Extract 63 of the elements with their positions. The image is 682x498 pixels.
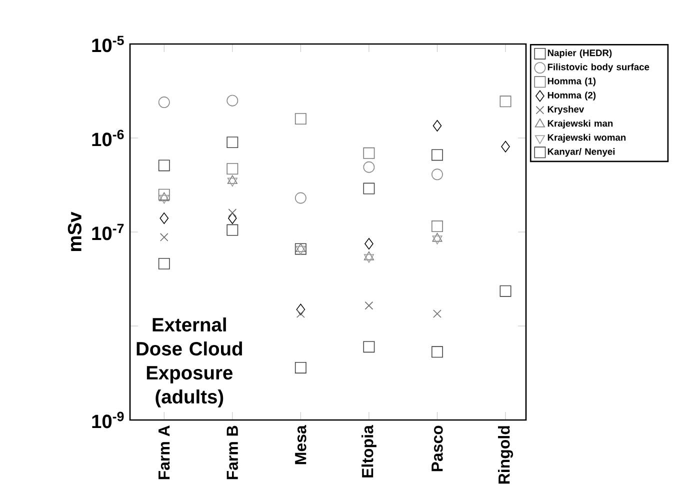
point (364, 254, 374, 263)
point (432, 120, 442, 132)
point (226, 163, 238, 175)
legend-label: Filistovic body surface (548, 63, 650, 72)
point (228, 212, 237, 224)
point (159, 194, 170, 204)
annotation: External Dose Cloud Exposure (adults) (136, 317, 242, 408)
y-tick-label: 10$^{-5}$ (92, 36, 124, 52)
point (432, 220, 443, 232)
point (363, 341, 375, 353)
point (432, 232, 442, 242)
point (432, 149, 443, 161)
x-tick-label: Mesa (295, 425, 306, 464)
point (228, 208, 237, 217)
point (433, 310, 442, 318)
point (432, 168, 443, 180)
x-tick-label: Farm B (226, 426, 238, 480)
y-tick-label: 10$^{-6}$ (92, 130, 124, 146)
point (294, 362, 306, 374)
point (159, 192, 170, 202)
point (160, 212, 169, 224)
point (158, 258, 170, 270)
legend-label: Homma (2) (548, 92, 596, 100)
x-tick-label: Ringold (498, 426, 513, 484)
legend-label: Napier (HEDR) (548, 49, 612, 58)
point (160, 233, 168, 242)
point (294, 192, 306, 204)
y-tick-label: 10$^{-7}$ (92, 224, 124, 240)
point (296, 310, 305, 318)
point (296, 243, 306, 252)
y-axis-title: mSv (68, 212, 82, 251)
legend-label: Krajewski man (548, 120, 613, 129)
point (226, 136, 238, 148)
legend-label: Homma (1) (548, 78, 596, 86)
legend-label: Krajewski woman (548, 134, 626, 143)
point (363, 147, 375, 159)
point (158, 188, 170, 200)
point (363, 182, 375, 194)
point (296, 246, 306, 255)
point (227, 175, 238, 184)
x-tick-label: Eltopia (362, 425, 376, 478)
legend-label: Kanyar/ Nenyei (548, 148, 615, 157)
point (432, 346, 443, 358)
point (226, 224, 238, 236)
point (364, 301, 374, 310)
point (294, 243, 306, 255)
point (432, 236, 442, 244)
point (500, 285, 512, 297)
point (364, 251, 374, 260)
x-tick-label: Farm A (158, 426, 170, 480)
point (501, 140, 510, 152)
point (158, 96, 170, 108)
legend-label: Kryshev (548, 106, 584, 114)
point (500, 96, 512, 108)
point (364, 238, 374, 250)
point (363, 161, 375, 173)
point (296, 304, 306, 316)
x-tick-label: Pasco (432, 426, 443, 472)
point (226, 94, 238, 106)
point (158, 160, 170, 172)
point (227, 178, 238, 187)
point (294, 113, 306, 125)
y-tick-label: 10$^{-9}$ (92, 412, 124, 428)
